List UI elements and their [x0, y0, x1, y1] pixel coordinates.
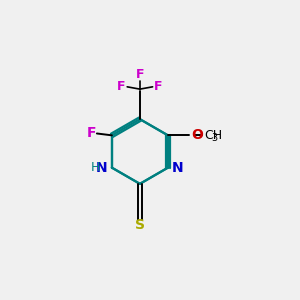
Text: F: F [117, 80, 126, 93]
Text: 3: 3 [211, 133, 217, 142]
Text: F: F [136, 68, 144, 81]
Text: F: F [154, 80, 163, 93]
Text: O: O [191, 128, 203, 142]
Text: H: H [91, 161, 100, 174]
Text: N: N [172, 161, 184, 175]
Text: S: S [135, 218, 145, 233]
Text: N: N [96, 161, 108, 175]
Text: CH: CH [204, 129, 223, 142]
Text: F: F [86, 127, 96, 140]
